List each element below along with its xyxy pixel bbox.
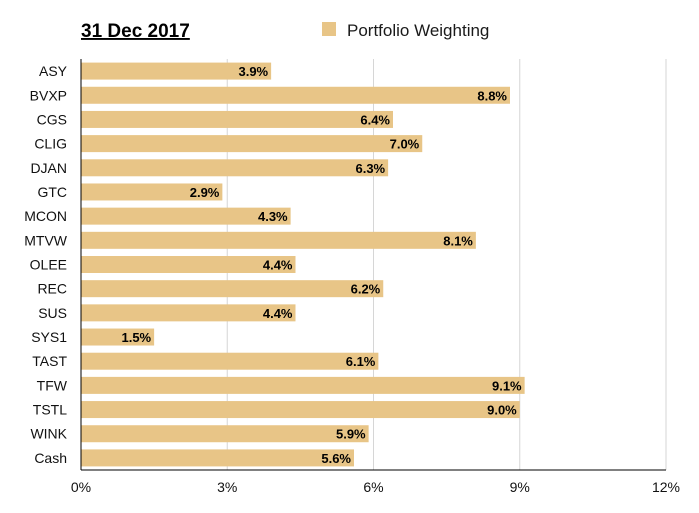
- bar-tast: [81, 352, 379, 370]
- bar-value-label: 6.2%: [351, 282, 381, 297]
- bar-wink: [81, 425, 369, 443]
- bar-tfw: [81, 376, 525, 394]
- bar-value-label: 2.9%: [190, 185, 220, 200]
- bar-cgs: [81, 110, 393, 128]
- category-label: DJAN: [30, 160, 67, 176]
- category-label: CLIG: [34, 136, 67, 152]
- bar-value-label: 1.5%: [121, 330, 151, 345]
- bars: 3.9% 8.8% 6.4%7.0% 6.3% 2.9% 4.3% 8.1% 4.4% 6.2%…: [81, 62, 525, 467]
- category-label: MTVW: [24, 232, 68, 248]
- bar-value-label: 8.8%: [477, 88, 507, 103]
- category-labels: ASY BVXP CGS CLIG DJAN GTC MCON MTVW OLEE REC SUS S…: [24, 63, 68, 466]
- legend: Portfolio Weighting: [322, 21, 489, 40]
- bar-value-label: 4.3%: [258, 209, 288, 224]
- category-label: CGS: [37, 111, 67, 127]
- bar-tstl: [81, 401, 520, 419]
- category-label: TFW: [37, 377, 68, 393]
- bar-djan: [81, 159, 389, 177]
- legend-label: Portfolio Weighting: [347, 21, 489, 40]
- category-label: SYS1: [31, 329, 67, 345]
- bar-gtc: [81, 183, 223, 201]
- legend-swatch: [322, 22, 336, 36]
- bar-bvxp: [81, 86, 510, 104]
- category-label: TAST: [32, 353, 67, 369]
- bar-mtvw: [81, 231, 476, 249]
- chart-title: 31 Dec 2017: [81, 21, 190, 42]
- x-tick-label: 6%: [363, 479, 383, 495]
- bar-cash: [81, 449, 354, 467]
- category-label: WINK: [30, 426, 67, 442]
- category-label: ASY: [39, 63, 68, 79]
- bar-value-label: 3.9%: [238, 64, 268, 79]
- bar-value-label: 9.0%: [487, 403, 517, 418]
- bar-sus: [81, 304, 296, 322]
- axes: [80, 59, 666, 471]
- category-label: Cash: [34, 450, 67, 466]
- bar-mcon: [81, 207, 291, 225]
- bar-rec: [81, 280, 384, 298]
- bar-value-label: 6.3%: [355, 161, 385, 176]
- x-tick-label: 12%: [652, 479, 680, 495]
- bar-value-label: 4.4%: [263, 258, 293, 273]
- bar-value-label: 7.0%: [390, 137, 420, 152]
- category-label: REC: [37, 281, 67, 297]
- x-tick-label: 3%: [217, 479, 237, 495]
- bar-clig: [81, 135, 423, 153]
- bar-value-label: 6.4%: [360, 112, 390, 127]
- bar-value-label: 8.1%: [443, 233, 473, 248]
- bar-olee: [81, 256, 296, 273]
- bar-asy: [81, 62, 272, 80]
- x-tick-label: 9%: [510, 479, 530, 495]
- bar-value-label: 5.9%: [336, 427, 366, 442]
- x-tick-label: 0%: [71, 479, 91, 495]
- bar-sys1: [81, 328, 155, 346]
- category-label: SUS: [38, 305, 67, 321]
- category-label: GTC: [37, 184, 67, 200]
- bar-value-label: 5.6%: [321, 451, 351, 466]
- category-label: OLEE: [30, 257, 67, 273]
- bar-value-label: 6.1%: [346, 354, 376, 369]
- category-label: BVXP: [30, 87, 67, 103]
- bar-value-label: 4.4%: [263, 306, 293, 321]
- category-label: TSTL: [33, 402, 67, 418]
- category-label: MCON: [24, 208, 67, 224]
- x-tick-labels: 0% 3% 6% 9% 12%: [71, 479, 680, 495]
- bar-value-label: 9.1%: [492, 378, 522, 393]
